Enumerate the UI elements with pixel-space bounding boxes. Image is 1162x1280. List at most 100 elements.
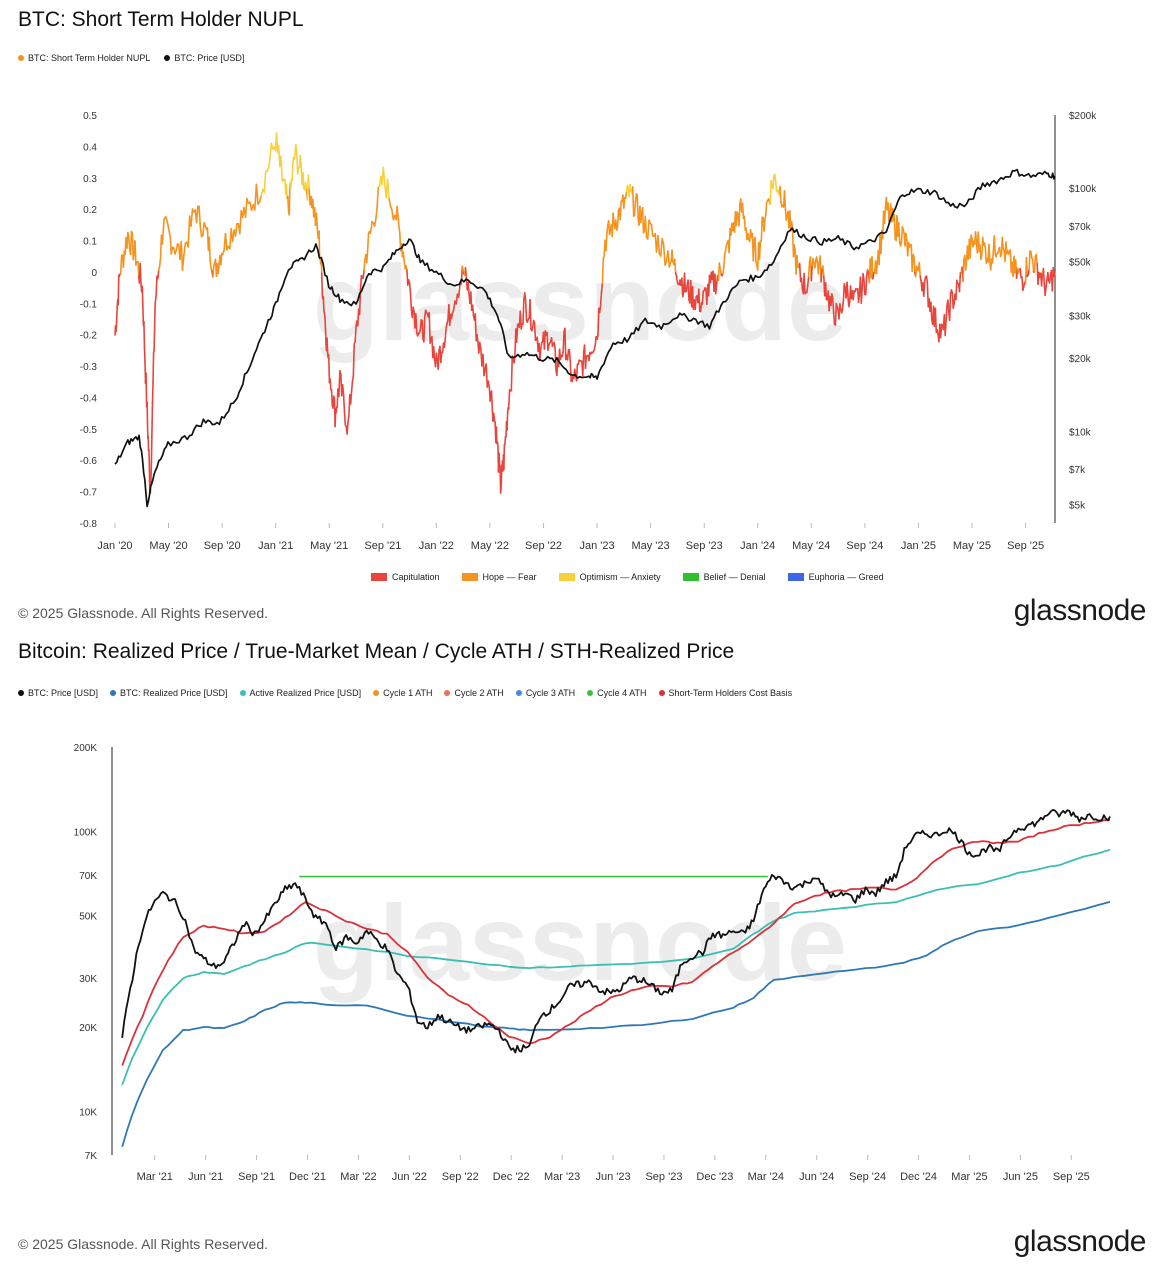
legend-dot <box>444 690 451 696</box>
nupl-segment <box>224 232 228 251</box>
nupl-segment <box>820 267 823 283</box>
nupl-segment <box>476 333 479 343</box>
nupl-segment <box>376 185 380 209</box>
x-tick-label: Mar '21 <box>137 1171 173 1183</box>
nupl-segment <box>588 351 591 362</box>
legend-item[interactable]: BTC: Price [USD] <box>18 688 98 698</box>
nupl-segment <box>863 278 866 296</box>
legend-item[interactable]: Cycle 4 ATH <box>587 688 647 698</box>
nupl-segment <box>600 282 604 293</box>
nupl-segment <box>402 251 406 263</box>
zone-hope-fear[interactable]: Hope — Fear <box>461 572 537 582</box>
nupl-segment <box>151 402 154 433</box>
nupl-segment <box>457 284 461 298</box>
nupl-segment <box>930 301 933 321</box>
nupl-segment <box>1025 256 1029 278</box>
nupl-segment <box>671 249 674 263</box>
nupl-segment <box>860 287 863 304</box>
y-tick-label: 70K <box>79 871 97 882</box>
chart-title: Bitcoin: Realized Price / True-Market Me… <box>18 640 735 663</box>
nupl-segment <box>409 292 413 311</box>
nupl-segment <box>685 284 689 293</box>
nupl-segment <box>134 240 137 266</box>
nupl-segment <box>958 272 962 293</box>
legend-item[interactable]: Cycle 1 ATH <box>373 688 432 698</box>
legend-item[interactable]: Short-Term Holders Cost Basis <box>658 688 793 698</box>
legend-item[interactable]: BTC: Realized Price [USD] <box>110 688 228 698</box>
legend-item-nupl[interactable]: BTC: Short Term Holder NUPL <box>18 53 150 63</box>
nupl-segment <box>332 395 335 409</box>
nupl-segment <box>269 142 273 160</box>
nupl-segment <box>373 218 377 227</box>
nupl-segment <box>810 264 813 282</box>
y-tick-label: 20K <box>79 1023 97 1034</box>
x-tick-label: Mar '25 <box>951 1171 987 1183</box>
nupl-segment <box>1040 272 1044 287</box>
realized-price-panel: Bitcoin: Realized Price / True-Market Me… <box>0 635 1162 1280</box>
brand-logo: glassnode <box>1013 1225 1147 1258</box>
nupl-segment <box>327 353 331 384</box>
zone-euphoria-greed[interactable]: Euphoria — Greed <box>787 572 884 582</box>
nupl-segment <box>277 144 281 157</box>
x-tick-label: May '22 <box>471 540 509 552</box>
nupl-segment <box>939 323 943 339</box>
copyright: © 2025 Glassnode. All Rights Reserved. <box>18 605 269 621</box>
nupl-segment <box>335 406 338 414</box>
nupl-segment <box>1048 273 1052 284</box>
nupl-segment <box>1019 267 1022 279</box>
nupl-segment <box>155 275 158 298</box>
nupl-segment <box>605 233 608 252</box>
legend-dot <box>110 690 117 696</box>
zone-optimism-anxiety[interactable]: Optimism — Anxiety <box>558 572 661 582</box>
nupl-segment <box>397 214 400 227</box>
x-tick-label: Sep '23 <box>686 540 723 552</box>
nupl-segment <box>832 311 836 326</box>
nupl-segment <box>349 390 353 405</box>
zone-belief-denial[interactable]: Belief — Denial <box>682 572 766 582</box>
nupl-segment <box>661 237 665 246</box>
legend-item[interactable]: Cycle 2 ATH <box>444 688 504 698</box>
nupl-segment <box>824 281 828 301</box>
nupl-segment <box>806 275 810 287</box>
nupl-segment <box>540 342 543 350</box>
nupl-segment <box>423 315 426 343</box>
nupl-segment <box>639 212 643 224</box>
legend-item[interactable]: Active Realized Price [USD] <box>239 688 361 698</box>
chart-legend: BTC: Short Term Holder NUPL BTC: Price [… <box>18 53 244 63</box>
legend-label: Short-Term Holders Cost Basis <box>668 688 793 698</box>
nupl-segment <box>743 215 747 231</box>
y-tick-label: 0.3 <box>83 174 97 185</box>
nupl-segment <box>553 341 556 349</box>
nupl-segment <box>444 327 447 339</box>
nupl-segment <box>974 231 978 243</box>
nupl-segment <box>137 261 140 278</box>
zone-capitulation[interactable]: Capitulation <box>371 572 440 582</box>
zone-swatch <box>461 573 478 581</box>
legend-item-price[interactable]: BTC: Price [USD] <box>164 53 244 63</box>
legend-label: Cycle 3 ATH <box>525 688 576 698</box>
nupl-segment <box>905 232 908 241</box>
nupl-segment <box>1031 258 1035 273</box>
nupl-segment <box>115 320 118 333</box>
nupl-segment <box>772 175 775 190</box>
nupl-segment <box>888 212 891 223</box>
nupl-segment <box>195 205 199 224</box>
nupl-segment <box>291 163 294 182</box>
nupl-segment <box>127 236 131 250</box>
nupl-segment <box>814 259 817 269</box>
nupl-segment <box>490 390 494 409</box>
nupl-segment <box>170 246 174 255</box>
nupl-segment <box>783 190 787 210</box>
nupl-segment <box>1047 271 1050 282</box>
watermark: glassnode <box>313 882 847 1003</box>
nupl-segment <box>568 349 572 362</box>
nupl-segment <box>506 412 509 431</box>
y-tick-label: 0.1 <box>83 237 97 248</box>
nupl-segment <box>900 225 904 244</box>
y-tick-label: -0.8 <box>80 519 98 530</box>
legend-item[interactable]: Cycle 3 ATH <box>515 688 576 698</box>
nupl-segment <box>267 157 271 169</box>
nupl-segment <box>562 331 565 353</box>
nupl-segment <box>408 282 412 294</box>
nupl-segment <box>644 215 648 238</box>
